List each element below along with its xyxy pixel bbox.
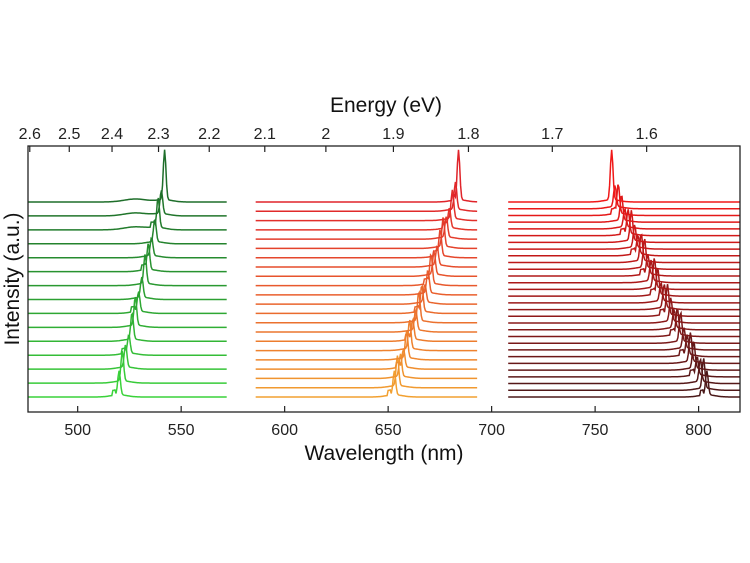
top-axis-ticks: 2.6 2.5 2.4 2.3 2.2 2.1 2 1.9 1.8 1.7 1.6 [19, 126, 658, 152]
spectrum-line [508, 185, 740, 210]
spectrum-line [28, 291, 227, 315]
top-tick-label: 1.9 [382, 126, 404, 143]
spectrum-line [28, 344, 227, 370]
spectrum-line [508, 334, 740, 358]
x-tick-label: 800 [685, 422, 712, 439]
spectrum-line [508, 307, 740, 331]
spectrum-line [28, 370, 227, 398]
y-axis-title: Intensity (a.u.) [1, 212, 24, 345]
spectrum-line [255, 216, 478, 240]
spectrum-line [28, 296, 227, 329]
spectrum-line [508, 233, 740, 264]
spectrum-line [255, 189, 478, 222]
spectrum-line [28, 236, 227, 259]
spectrum-line [508, 310, 740, 344]
spectrum-line [28, 190, 227, 217]
series-group-3 [508, 149, 740, 398]
spectrum-line [255, 330, 478, 361]
spectrum-line [508, 210, 740, 244]
spectrum-line [508, 332, 740, 365]
spectrum-line [28, 254, 227, 287]
spectrum-line [255, 245, 478, 268]
top-tick-label: 1.8 [457, 126, 479, 143]
spectrum-line [28, 334, 227, 356]
spectrum-line [508, 327, 740, 351]
spectra-series-layer [28, 149, 740, 398]
x-tick-label: 750 [582, 422, 609, 439]
spectrum-line [28, 218, 227, 245]
top-tick-label: 1.7 [541, 126, 563, 143]
spectrum-line [508, 357, 740, 385]
spectrum-line [508, 184, 740, 217]
bottom-axis-ticks: 500 550 600 650 700 750 800 [64, 406, 712, 439]
x-tick-label: 500 [64, 422, 91, 439]
spectrum-line [255, 207, 478, 231]
top-tick-label: 2.1 [254, 126, 276, 143]
spectrum-line [28, 311, 227, 343]
spectrum-line [508, 370, 740, 398]
spectrum-line [255, 355, 478, 389]
spectrum-line [508, 224, 740, 250]
top-tick-label: 2 [321, 126, 330, 143]
spectrum-line [255, 348, 478, 370]
top-tick-label: 2.5 [58, 126, 80, 143]
spectrum-line [28, 276, 227, 301]
x-tick-label: 700 [478, 422, 505, 439]
top-tick-label: 2.3 [147, 126, 169, 143]
spectrum-line [255, 253, 478, 287]
spectrum-line [255, 229, 478, 259]
top-axis-title: Energy (eV) [330, 94, 442, 117]
spectrum-line [508, 358, 740, 392]
spectrum-line [255, 249, 478, 278]
spectrum-line [508, 209, 740, 237]
top-tick-label: 2.6 [19, 126, 41, 143]
spectrum-line [255, 290, 478, 324]
spectrum-line [508, 284, 740, 311]
spectrum-line [508, 356, 740, 378]
spectrum-line [508, 254, 740, 277]
spectrum-line [508, 267, 740, 297]
spectrum-line [508, 297, 740, 324]
spectrum-line [255, 149, 478, 203]
spectrum-line [508, 281, 740, 304]
x-tick-label: 550 [168, 422, 195, 439]
spectrum-line [508, 308, 740, 338]
x-axis-title: Wavelength (nm) [304, 442, 463, 465]
top-tick-label: 2.4 [101, 126, 123, 143]
spectrum-line [508, 195, 740, 223]
spectrum-line [255, 307, 478, 333]
spectrum-line [255, 284, 478, 305]
spectrum-line [255, 284, 478, 315]
x-tick-label: 650 [375, 422, 402, 439]
spectrum-line [28, 243, 227, 273]
spectrum-line [508, 258, 740, 291]
top-tick-label: 1.6 [636, 126, 658, 143]
series-group-2 [255, 149, 478, 398]
spectrum-line [255, 370, 478, 398]
spectrum-line [255, 181, 478, 213]
top-tick-label: 2.2 [198, 126, 220, 143]
spectrum-line [28, 197, 227, 231]
spectrum-line [28, 350, 227, 384]
series-group-1 [28, 149, 227, 398]
spectrum-line [508, 341, 740, 371]
spectrum-line [508, 234, 740, 257]
spectrum-line [508, 259, 740, 284]
plot-frame [27, 145, 741, 413]
spectrum-line [255, 319, 478, 352]
spectrum-line [255, 353, 478, 380]
x-tick-label: 600 [271, 422, 298, 439]
spectrum-line [508, 238, 740, 270]
spectrum-line [508, 284, 740, 318]
spectrum-line [28, 149, 227, 203]
spectrum-line [255, 317, 478, 343]
spectrum-line [255, 270, 478, 296]
spectrum-line [508, 149, 740, 203]
spectrum-line [255, 217, 478, 250]
